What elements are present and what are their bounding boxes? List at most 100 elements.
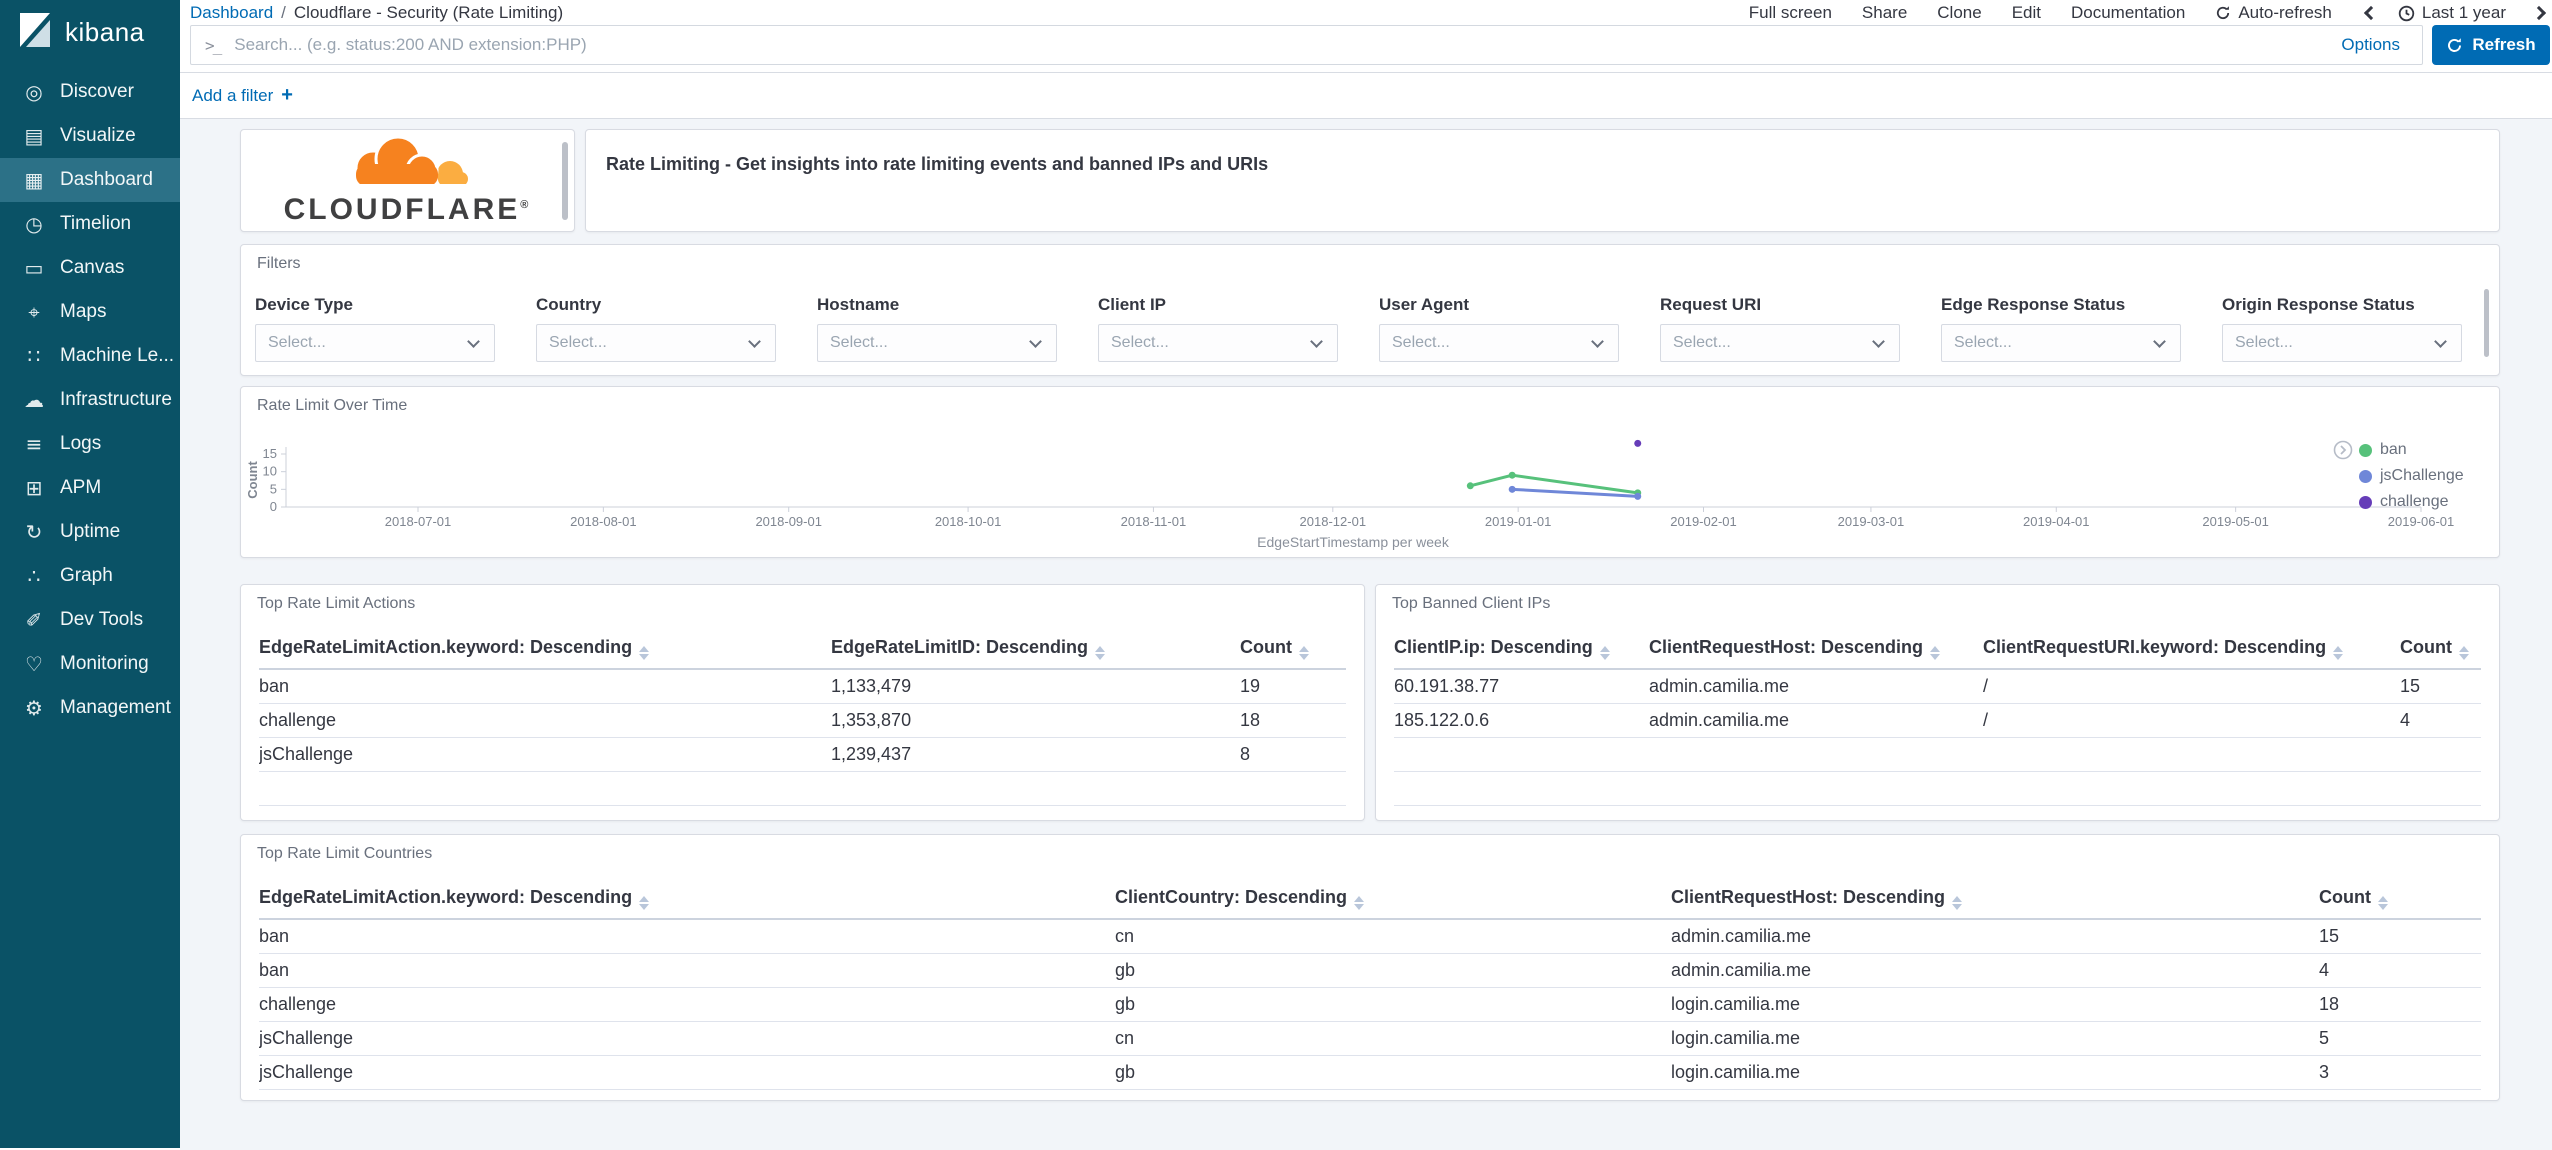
column-header[interactable]: EdgeRateLimitAction.keyword: Descending bbox=[259, 629, 831, 670]
sidebar-item-timelion[interactable]: ◷ Timelion bbox=[0, 202, 180, 246]
filter-label: Country bbox=[536, 295, 602, 314]
add-filter-button[interactable]: Add a filter + bbox=[192, 84, 293, 107]
maps-icon: ⌖ bbox=[28, 300, 40, 324]
menu-full-screen[interactable]: Full screen bbox=[1748, 3, 1832, 22]
table-cell: login.camilia.me bbox=[1671, 987, 2319, 1022]
time-forward-chevron-icon[interactable] bbox=[2531, 5, 2547, 21]
time-back-chevron-icon[interactable] bbox=[2363, 5, 2378, 21]
menu-documentation[interactable]: Documentation bbox=[2071, 3, 2186, 22]
top-rate-limit-countries-table: EdgeRateLimitAction.keyword: Descending C… bbox=[259, 879, 2481, 1090]
logs-icon: ≡ bbox=[25, 432, 43, 456]
table-cell: 1,353,870 bbox=[831, 703, 1240, 738]
column-header[interactable]: ClientIP.ip: Descending bbox=[1394, 629, 1649, 670]
top-banned-client-ips-table: ClientIP.ip: Descending ClientRequestHost… bbox=[1394, 629, 2481, 806]
column-header[interactable]: EdgeRateLimitID: Descending bbox=[831, 629, 1240, 670]
filter-select-request-uri[interactable]: Select... bbox=[1660, 324, 1900, 362]
legend-color-dot bbox=[2359, 469, 2372, 483]
table-cell: 8 bbox=[1240, 737, 1346, 772]
sidebar-item-infrastructure[interactable]: ☁ Infrastructure bbox=[0, 378, 180, 422]
chevron-down-icon bbox=[1872, 335, 1885, 348]
panel-scrollbar[interactable] bbox=[2484, 289, 2489, 357]
search-input[interactable] bbox=[234, 35, 2320, 55]
auto-refresh-button[interactable]: Auto-refresh bbox=[2215, 3, 2332, 23]
breadcrumb-dashboard-link[interactable]: Dashboard bbox=[190, 3, 274, 22]
plus-icon: + bbox=[281, 84, 293, 106]
sidebar-item-graph[interactable]: ∴ Graph bbox=[0, 554, 180, 598]
column-header[interactable]: EdgeRateLimitAction.keyword: Descending bbox=[259, 879, 1115, 920]
table-row: jsChallenge cn login.camilia.me 5 bbox=[259, 1021, 2481, 1056]
table-row: challenge gb login.camilia.me 18 bbox=[259, 987, 2481, 1022]
svg-text:2019-04-01: 2019-04-01 bbox=[2023, 514, 2090, 529]
column-header[interactable]: ClientCountry: Descending bbox=[1115, 879, 1671, 920]
table-cell: 5 bbox=[2319, 1021, 2481, 1056]
dev-tools-icon: ✐ bbox=[25, 608, 43, 632]
filter-select-origin-response-status[interactable]: Select... bbox=[2222, 324, 2462, 362]
menu-clone[interactable]: Clone bbox=[1937, 3, 1982, 22]
options-button[interactable]: Options bbox=[2341, 35, 2400, 54]
column-header[interactable]: Count bbox=[1240, 629, 1346, 670]
column-header[interactable]: ClientRequestHost: Descending bbox=[1649, 629, 1983, 670]
sidebar-item-maps[interactable]: ⌖ Maps bbox=[0, 290, 180, 334]
sidebar-item-logs[interactable]: ≡ Logs bbox=[0, 422, 180, 466]
sidebar-item-label: Graph bbox=[60, 565, 113, 586]
sidebar-item-dashboard[interactable]: ▦ Dashboard bbox=[0, 158, 180, 202]
filter-group-client-ip: Client IP Select... bbox=[1098, 295, 1338, 362]
sort-icon bbox=[1599, 646, 1610, 660]
svg-text:0: 0 bbox=[270, 499, 277, 514]
sidebar-item-visualize[interactable]: ▤ Visualize bbox=[0, 114, 180, 158]
svg-text:2018-07-01: 2018-07-01 bbox=[385, 514, 452, 529]
refresh-icon bbox=[2448, 37, 2462, 52]
sidebar-item-apm[interactable]: ⊞ APM bbox=[0, 466, 180, 510]
column-header[interactable]: ClientRequestURI.keyword: Descending bbox=[1983, 629, 2400, 670]
panel-title: Top Banned Client IPs bbox=[1392, 595, 1551, 612]
kibana-logo[interactable]: kibana bbox=[0, 0, 180, 64]
sidebar-item-machine-le[interactable]: ∷ Machine Le... bbox=[0, 334, 180, 378]
legend-item-challenge[interactable]: challenge bbox=[2333, 491, 2464, 513]
app-name: kibana bbox=[65, 16, 145, 47]
sidebar: kibana ◎ Discover ▤ Visualize ▦ Dashboard ◷ Tim… bbox=[0, 0, 180, 1148]
sidebar-item-dev-tools[interactable]: ✐ Dev Tools bbox=[0, 598, 180, 642]
menu-share[interactable]: Share bbox=[1861, 3, 1908, 22]
legend-toggle-icon[interactable] bbox=[2333, 440, 2353, 460]
time-range-picker[interactable]: Last 1 year bbox=[2398, 3, 2506, 23]
menu-edit[interactable]: Edit bbox=[2011, 3, 2041, 22]
table-cell: 15 bbox=[2400, 669, 2481, 704]
column-header[interactable]: Count bbox=[2319, 879, 2481, 920]
svg-text:2019-01-01: 2019-01-01 bbox=[1485, 514, 1552, 529]
column-header[interactable]: Count bbox=[2400, 629, 2481, 670]
legend-item-jsChallenge[interactable]: jsChallenge bbox=[2333, 465, 2464, 487]
sidebar-item-canvas[interactable]: ▭ Canvas bbox=[0, 246, 180, 290]
chevron-down-icon bbox=[1591, 335, 1604, 348]
filter-select-client-ip[interactable]: Select... bbox=[1098, 324, 1338, 362]
table-cell: gb bbox=[1115, 953, 1671, 988]
filter-label: Client IP bbox=[1098, 295, 1167, 314]
filter-select-device-type[interactable]: Select... bbox=[255, 324, 495, 362]
column-header[interactable]: ClientRequestHost: Descending bbox=[1671, 879, 2319, 920]
table-cell: jsChallenge bbox=[259, 1021, 1115, 1056]
legend-item-ban[interactable]: ban bbox=[2333, 439, 2464, 461]
filter-select-edge-response-status[interactable]: Select... bbox=[1941, 324, 2181, 362]
auto-refresh-icon bbox=[2217, 6, 2230, 19]
table-cell: admin.camilia.me bbox=[1649, 669, 1983, 704]
svg-text:Count: Count bbox=[245, 461, 260, 499]
sidebar-item-discover[interactable]: ◎ Discover bbox=[0, 70, 180, 114]
graph-icon: ∴ bbox=[27, 564, 41, 588]
sidebar-item-management[interactable]: ⚙ Management bbox=[0, 686, 180, 730]
filter-select-user-agent[interactable]: Select... bbox=[1379, 324, 1619, 362]
table-cell: login.camilia.me bbox=[1671, 1021, 2319, 1056]
refresh-button[interactable]: Refresh bbox=[2432, 25, 2550, 65]
filter-select-hostname[interactable]: Select... bbox=[817, 324, 1057, 362]
top-banned-client-ips-panel: Top Banned Client IPs ClientIP.ip: Desce… bbox=[1375, 584, 2500, 821]
sidebar-item-monitoring[interactable]: ♡ Monitoring bbox=[0, 642, 180, 686]
svg-text:2018-09-01: 2018-09-01 bbox=[755, 514, 822, 529]
sidebar-item-uptime[interactable]: ↻ Uptime bbox=[0, 510, 180, 554]
filter-group-origin-response-status: Origin Response Status Select... bbox=[2222, 295, 2462, 362]
chevron-down-icon bbox=[1310, 335, 1323, 348]
filter-select-country[interactable]: Select... bbox=[536, 324, 776, 362]
panel-scrollbar[interactable] bbox=[562, 142, 568, 220]
chevron-down-icon bbox=[1029, 335, 1042, 348]
table-cell: / bbox=[1983, 703, 2400, 738]
chevron-down-icon bbox=[467, 335, 480, 348]
filter-group-request-uri: Request URI Select... bbox=[1660, 295, 1900, 362]
table-cell: / bbox=[1983, 669, 2400, 704]
